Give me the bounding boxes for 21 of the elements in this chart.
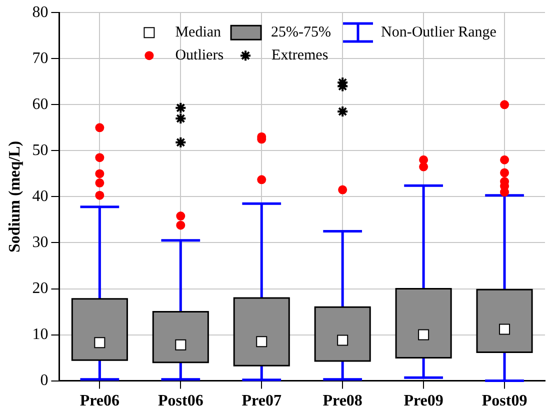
y-tick-label: 80 (32, 4, 48, 21)
x-tick-label: Pre07 (242, 392, 282, 410)
y-tick-label: 10 (32, 326, 48, 343)
legend-label: Outliers (175, 48, 224, 64)
x-tick-label: Post09 (482, 392, 528, 410)
y-tick-label: 40 (32, 188, 48, 205)
y-tick-label: 60 (32, 96, 48, 113)
y-tick-label: 0 (40, 372, 48, 390)
y-tick-label: 70 (32, 50, 48, 67)
annotation: Median (175, 24, 222, 41)
y-tick-label: 20 (32, 280, 48, 297)
y-tick-label: 50 (32, 142, 48, 159)
legend-label: Extremes (272, 48, 328, 64)
x-tick-label: Pre08 (322, 392, 362, 410)
x-tick-label: Post06 (158, 392, 204, 410)
legend-label: 25%-75% (271, 24, 332, 41)
annotation: Non-Outlier Range (381, 24, 497, 41)
y-tick-label: 30 (32, 234, 48, 251)
x-tick-label: Pre09 (404, 392, 444, 410)
x-tick-label: Pre06 (80, 392, 120, 410)
y-axis-title: Sodium (meq/L) (6, 140, 24, 252)
